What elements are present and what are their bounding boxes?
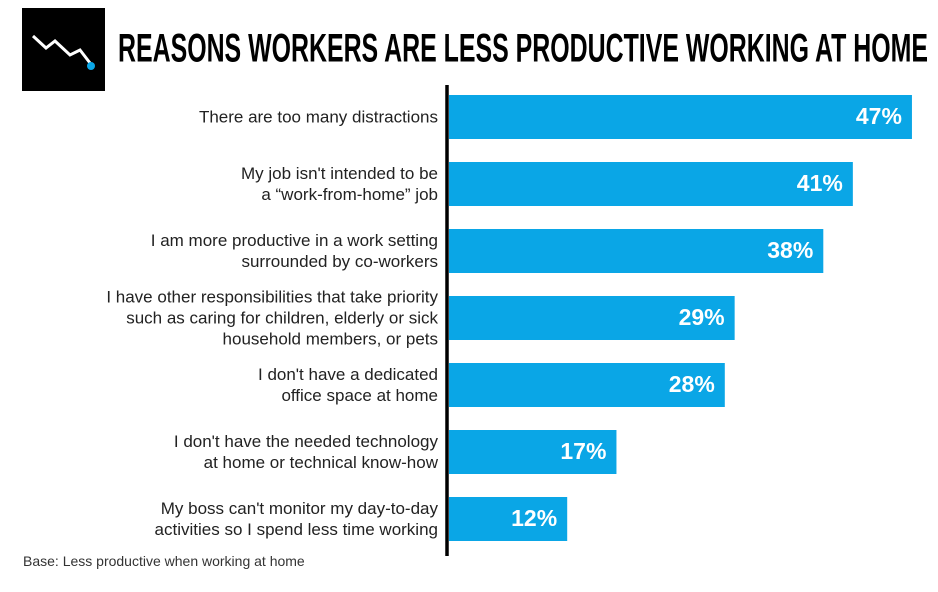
category-label: My job isn't intended to be a “work-from…: [241, 164, 438, 204]
bar: [449, 497, 568, 541]
value-label: 17%: [560, 438, 606, 464]
icon-line: [31, 34, 92, 64]
category-label: I don't have a dedicated office space at…: [258, 365, 438, 405]
value-label: 47%: [856, 103, 902, 129]
icon-dot: [87, 62, 95, 70]
bar: [449, 430, 617, 474]
value-label: 12%: [511, 505, 557, 531]
category-label: My boss can't monitor my day-to-day acti…: [154, 499, 438, 539]
value-label: 28%: [669, 371, 715, 397]
bar: [449, 296, 735, 340]
category-label: I have other responsibilities that take …: [106, 287, 438, 349]
bar: [449, 229, 824, 273]
value-label: 29%: [679, 304, 725, 330]
bar: [449, 95, 912, 139]
footnote: Base: Less productive when working at ho…: [23, 553, 305, 569]
category-label: There are too many distractions: [198, 107, 438, 127]
category-label: I am more productive in a work setting s…: [150, 231, 438, 271]
value-label: 41%: [797, 170, 843, 196]
category-label: I don't have the needed technology at ho…: [173, 432, 438, 472]
chart-title: REASONS WORKERS ARE LESS PRODUCTIVE WORK…: [118, 27, 928, 71]
value-label: 38%: [767, 237, 813, 263]
bar: [449, 162, 853, 206]
bar: [449, 363, 725, 407]
